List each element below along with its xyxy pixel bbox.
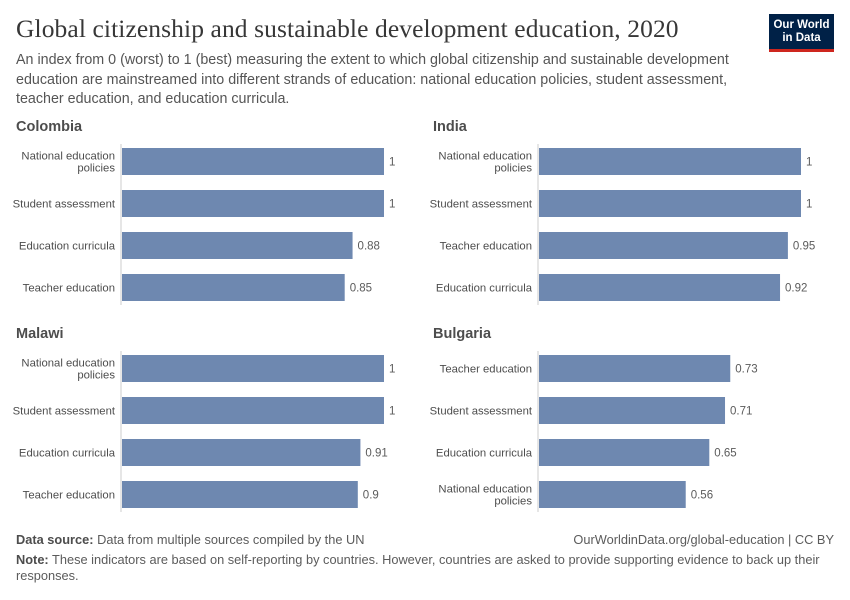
value-label: 0.65 bbox=[714, 448, 736, 460]
value-label: 0.9 bbox=[363, 490, 379, 502]
value-label: 0.95 bbox=[793, 241, 815, 253]
bar bbox=[539, 355, 731, 382]
value-label: 0.91 bbox=[365, 448, 387, 460]
category-label: Education curricula bbox=[19, 448, 116, 460]
value-label: 0.73 bbox=[735, 364, 757, 376]
category-label: Education curricula bbox=[436, 448, 533, 460]
bar bbox=[539, 232, 788, 259]
value-label: 1 bbox=[389, 364, 395, 376]
value-label: 0.88 bbox=[358, 241, 380, 253]
value-label: 1 bbox=[389, 406, 395, 418]
bar bbox=[122, 397, 384, 424]
panel-title-india: India bbox=[433, 119, 467, 135]
category-label: Teacher education bbox=[23, 283, 115, 295]
data-source-label: Data source: bbox=[16, 532, 94, 547]
bar bbox=[539, 439, 710, 466]
category-label: National education policies bbox=[21, 358, 115, 382]
value-label: 0.85 bbox=[350, 283, 372, 295]
bar bbox=[122, 481, 358, 508]
value-label: 1 bbox=[389, 157, 395, 169]
category-label: Student assessment bbox=[430, 406, 533, 418]
source-url-link[interactable]: OurWorldinData.org/global-education | CC… bbox=[573, 532, 834, 547]
bar bbox=[122, 274, 345, 301]
value-label: 1 bbox=[806, 199, 812, 211]
logo-line-1: Our World bbox=[773, 19, 830, 31]
data-source-text: Data from multiple sources compiled by t… bbox=[97, 532, 365, 547]
bar bbox=[122, 439, 361, 466]
bar bbox=[122, 190, 384, 217]
value-label: 1 bbox=[806, 157, 812, 169]
panel-bulgaria: Teacher education 0.73 Student assessment 0… bbox=[430, 351, 758, 512]
bar bbox=[539, 274, 781, 301]
bar bbox=[539, 397, 726, 424]
bar bbox=[122, 232, 353, 259]
logo-line-2: in Data bbox=[782, 32, 821, 44]
panel-colombia: National education policies 1 Student asses… bbox=[13, 144, 395, 305]
bar bbox=[539, 190, 801, 217]
category-label: Teacher education bbox=[23, 490, 115, 502]
chart-subtitle: An index from 0 (worst) to 1 (best) meas… bbox=[16, 52, 729, 107]
category-label: National education policies bbox=[438, 151, 532, 175]
bar bbox=[539, 148, 801, 175]
note-label: Note: bbox=[16, 552, 49, 567]
category-label: National education policies bbox=[438, 484, 532, 508]
panel-malawi: National education policies 1 Student asses… bbox=[13, 351, 395, 512]
panel-india: National education policies 1 Student asses… bbox=[430, 144, 815, 305]
category-label: Student assessment bbox=[13, 406, 116, 418]
bar bbox=[122, 148, 384, 175]
chart-title: Global citizenship and sustainable devel… bbox=[16, 14, 679, 43]
value-label: 0.71 bbox=[730, 406, 752, 418]
note-text: These indicators are based on self-repor… bbox=[16, 552, 820, 583]
category-label: Student assessment bbox=[430, 199, 533, 211]
data-source: Data source: Data from multiple sources … bbox=[16, 532, 365, 547]
panel-title-malawi: Malawi bbox=[16, 326, 64, 342]
category-label: Education curricula bbox=[436, 283, 533, 295]
category-label: National education policies bbox=[21, 151, 115, 175]
bar bbox=[539, 481, 686, 508]
bar bbox=[122, 355, 384, 382]
note: Note: These indicators are based on self… bbox=[16, 552, 831, 584]
category-label: Teacher education bbox=[440, 364, 532, 376]
panel-title-bulgaria: Bulgaria bbox=[433, 326, 492, 342]
value-label: 1 bbox=[389, 199, 395, 211]
value-label: 0.92 bbox=[785, 283, 807, 295]
category-label: Student assessment bbox=[13, 199, 116, 211]
category-label: Education curricula bbox=[19, 241, 116, 253]
panel-title-colombia: Colombia bbox=[16, 119, 83, 135]
owid-logo[interactable]: Our World in Data bbox=[769, 14, 834, 52]
value-label: 0.56 bbox=[691, 490, 713, 502]
category-label: Teacher education bbox=[440, 241, 532, 253]
